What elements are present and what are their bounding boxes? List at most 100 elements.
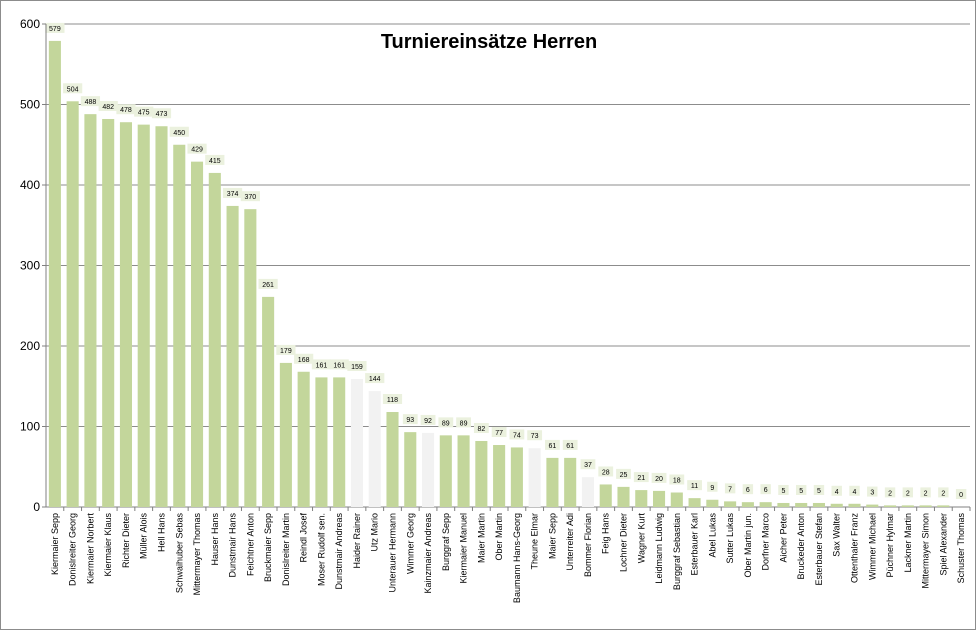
data-label: 2 [924, 490, 928, 497]
x-axis: Kiermaier Sepp Donislreiter Georg Kiermaie… [50, 507, 971, 603]
data-label: 161 [333, 362, 345, 369]
data-label: 5 [817, 488, 821, 495]
data-label: 2 [906, 490, 910, 497]
data-label-box [938, 487, 949, 498]
x-tick-label: Lackner Martin [903, 513, 913, 573]
data-label: 261 [262, 282, 274, 289]
data-label-box [849, 485, 860, 496]
data-label: 473 [156, 111, 168, 118]
x-tick-label: Hauser Hans [210, 513, 220, 566]
x-tick-label: Abel Lukas [707, 513, 717, 558]
bar [102, 118, 115, 508]
data-label-box [491, 427, 507, 438]
data-label-box [509, 429, 525, 440]
x-tick-label: Maier Martin [476, 513, 486, 563]
data-label: 93 [406, 417, 414, 424]
data-label: 9 [710, 485, 714, 492]
data-label: 7 [728, 486, 732, 493]
data-label-box [473, 422, 489, 433]
x-tick-label: Wimmer Michael [867, 513, 877, 580]
y-tick-label: 0 [33, 500, 40, 514]
bar [350, 379, 364, 507]
data-label-box [633, 472, 649, 483]
data-label: 5 [799, 488, 803, 495]
bar [546, 457, 559, 507]
data-label-box [795, 484, 807, 495]
bar [919, 505, 932, 507]
data-label-box [778, 484, 789, 495]
bar [777, 502, 790, 507]
data-label-box [276, 344, 296, 355]
data-label-box [598, 466, 614, 477]
data-label: 73 [531, 433, 539, 440]
data-label-box [902, 487, 914, 498]
data-label-box [151, 108, 172, 119]
data-label: 179 [280, 348, 292, 355]
bar [741, 502, 754, 507]
x-tick-label: Hell Hans [157, 513, 167, 553]
y-tick-label: 300 [20, 259, 40, 273]
data-label: 89 [460, 420, 468, 427]
x-tick-label: Bruckeder Anton [796, 513, 806, 580]
bar [315, 377, 328, 507]
data-label: 144 [369, 376, 381, 383]
bar [901, 505, 914, 507]
x-tick-label: Ober Martin [494, 513, 504, 561]
data-label-box [329, 359, 349, 370]
x-tick-label: Feichtner Anton [245, 513, 255, 576]
data-label-box [687, 480, 702, 491]
data-label-box [562, 439, 578, 450]
x-tick-label: Kiermaier Sepp [50, 513, 60, 575]
x-tick-label: Schuster Thomas [956, 513, 966, 584]
x-tick-label: Müller Alois [139, 513, 149, 560]
data-label-box [651, 472, 667, 483]
bar [279, 362, 292, 507]
x-tick-label: Burggraf Sepp [441, 513, 451, 571]
x-tick-label: Maier Sepp [547, 513, 557, 559]
bar [457, 435, 470, 507]
bar [812, 502, 826, 507]
data-label: 415 [209, 158, 221, 165]
data-label: 74 [513, 432, 521, 439]
y-tick-label: 400 [20, 178, 40, 192]
x-tick-label: Dorfner Marco [761, 513, 771, 571]
bar [66, 101, 79, 507]
data-label: 6 [764, 487, 768, 494]
data-label-box [707, 481, 718, 492]
data-label: 18 [673, 478, 681, 485]
bar [368, 391, 381, 507]
x-tick-label: Wimmer Georg [405, 513, 415, 574]
data-label: 3 [870, 490, 874, 497]
bar [724, 501, 737, 507]
data-label: 488 [85, 99, 97, 106]
bar [528, 448, 541, 507]
x-tick-label: Feig Hans [601, 513, 611, 555]
bar [190, 161, 204, 507]
data-label-box [813, 484, 825, 495]
bar [475, 440, 488, 507]
data-label-box [80, 96, 101, 107]
y-tick-label: 500 [20, 98, 40, 112]
y-tick-label: 200 [20, 339, 40, 353]
data-label: 450 [173, 130, 185, 137]
data-label-box [527, 430, 543, 441]
data-label-box [884, 487, 896, 498]
data-label-box [347, 361, 367, 372]
data-label: 0 [959, 492, 963, 499]
chart-title: Turniereinsätze Herren [381, 31, 597, 53]
data-label: 482 [102, 104, 114, 111]
x-tick-label: Kainzmaier Andreas [423, 513, 433, 594]
bar [599, 484, 612, 507]
bar [688, 498, 701, 507]
data-label: 118 [387, 397, 398, 404]
data-label: 28 [602, 469, 610, 476]
x-tick-label: Bruckmaier Sepp [263, 513, 273, 582]
bar [48, 40, 61, 507]
data-label-box [294, 353, 314, 364]
bar [795, 502, 808, 507]
data-label-box [831, 485, 842, 496]
x-tick-label: Spiel Alexander [938, 513, 948, 576]
bar [759, 502, 772, 507]
